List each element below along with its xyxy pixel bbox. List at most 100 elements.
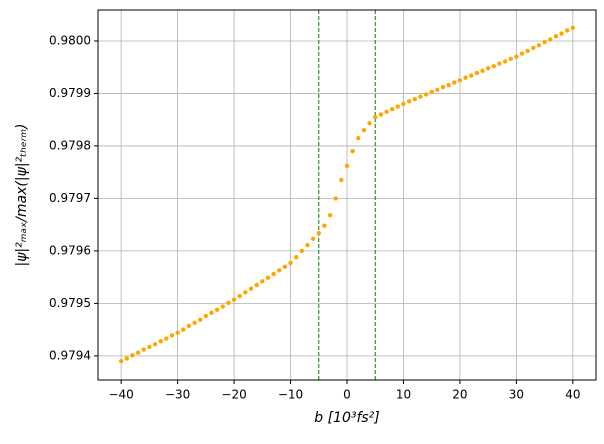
x-tick-label: 10 [396, 388, 411, 402]
data-point [181, 327, 186, 332]
data-point [463, 75, 468, 80]
data-point [446, 82, 451, 88]
data-point [412, 97, 417, 102]
data-point [378, 112, 384, 117]
data-point [293, 254, 299, 260]
data-point [169, 333, 175, 338]
y-tick-label: 0.9794 [49, 348, 91, 362]
data-point [361, 127, 367, 133]
data-point [514, 54, 519, 59]
data-point [389, 106, 395, 112]
data-point [565, 28, 570, 33]
data-point [118, 358, 124, 364]
data-point [344, 163, 350, 169]
data-point [197, 317, 203, 322]
x-tick-label: −10 [278, 388, 303, 402]
data-point [310, 236, 316, 242]
data-point [373, 114, 378, 120]
data-point [457, 78, 463, 83]
data-point [339, 177, 344, 183]
data-point [525, 48, 530, 54]
plot-frame [97, 9, 597, 381]
data-point [548, 37, 553, 42]
data-point [254, 282, 259, 288]
data-point [305, 242, 310, 248]
data-point [316, 230, 321, 236]
y-tick-label: 0.9795 [49, 296, 91, 310]
x-axis-label: b [10³fs²] [314, 410, 380, 426]
data-point [124, 356, 129, 361]
x-tick-label: 30 [509, 388, 524, 402]
data-point [491, 63, 497, 69]
y-axis-label: |ψ|²ₘₐₓ/max(|ψ|²ₜₕₑᵣₘ) [14, 123, 30, 266]
data-point [395, 104, 401, 109]
x-tick-label: −20 [221, 388, 246, 402]
data-point [265, 275, 271, 280]
data-point [164, 336, 169, 341]
data-point [418, 94, 423, 99]
data-point [220, 304, 225, 309]
data-point [440, 84, 446, 90]
data-point [135, 350, 141, 355]
data-point [237, 293, 242, 299]
data-point [480, 68, 485, 74]
y-tick-label: 0.9796 [49, 243, 91, 257]
data-point [485, 66, 491, 71]
data-point [214, 307, 220, 312]
data-point [429, 89, 434, 95]
data-point [327, 213, 333, 218]
data-point [248, 286, 254, 291]
data-point [192, 320, 197, 325]
data-point [497, 61, 502, 66]
data-point [531, 45, 536, 50]
data-point [423, 92, 429, 97]
data-point [130, 353, 135, 358]
data-point [282, 264, 288, 269]
y-tick-label: 0.9799 [49, 86, 91, 100]
data-point [452, 80, 457, 85]
data-point [226, 300, 231, 306]
data-point [186, 323, 192, 329]
data-point [203, 313, 209, 319]
x-tick-label: −30 [165, 388, 190, 402]
data-point [469, 73, 474, 78]
data-point [288, 260, 293, 266]
data-point [209, 310, 214, 316]
data-point [243, 290, 248, 295]
data-point [406, 99, 412, 104]
data-point [502, 59, 508, 64]
y-tick-label: 0.9797 [49, 191, 91, 205]
data-point [474, 70, 480, 76]
data-point [519, 51, 525, 56]
data-point [384, 109, 389, 115]
data-point [322, 223, 327, 228]
data-point [508, 56, 513, 62]
x-tick-label: −40 [108, 388, 133, 402]
data-point [152, 342, 158, 347]
data-point [299, 248, 305, 254]
data-point [260, 279, 265, 284]
data-point [158, 338, 163, 344]
data-point [367, 121, 372, 126]
data-point [401, 101, 406, 107]
data-point [147, 344, 152, 350]
y-tick-label: 0.9798 [49, 138, 91, 152]
data-point [559, 31, 564, 36]
data-point [542, 39, 547, 45]
data-point [141, 347, 146, 352]
x-tick-label: 20 [452, 388, 467, 402]
data-point [350, 148, 355, 154]
data-point [333, 196, 338, 201]
data-point [356, 135, 361, 141]
x-tick-label: 40 [565, 388, 580, 402]
y-tick-label: 0.9800 [49, 33, 91, 47]
data-point [536, 42, 542, 48]
data-point [271, 271, 276, 277]
data-point [277, 268, 282, 273]
data-point [553, 34, 559, 39]
data-point [231, 297, 237, 302]
data-point [570, 25, 576, 31]
data-point [175, 330, 180, 335]
x-tick-label: 0 [343, 388, 351, 402]
